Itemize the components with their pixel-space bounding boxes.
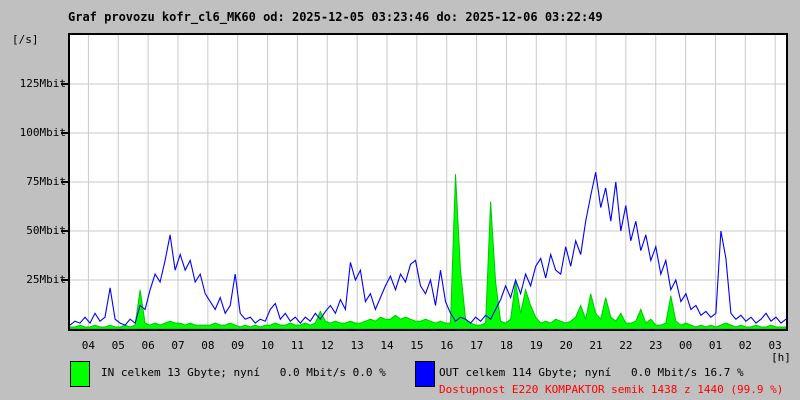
availability-text: Dostupnost E220 KOMPAKTOR semik 1438 z 1… — [439, 383, 784, 396]
x-axis-label: 02 — [738, 339, 752, 352]
traffic-plot — [70, 35, 786, 329]
x-axis-label: 18 — [499, 339, 514, 352]
x-axis-label: 10 — [260, 339, 275, 352]
x-axis-label: 12 — [320, 339, 334, 352]
x-axis-label: 17 — [469, 339, 484, 352]
x-axis-label: 16 — [440, 339, 454, 352]
y-axis-label: 100Mbit — [19, 126, 66, 139]
x-axis-label: 21 — [589, 339, 603, 352]
out-legend-swatch — [415, 361, 435, 387]
x-axis-label: 19 — [529, 339, 543, 352]
x-axis-label: 08 — [201, 339, 215, 352]
x-axis-label: 14 — [380, 339, 394, 352]
y-axis-label: 25Mbit — [26, 273, 66, 286]
x-axis-label: 22 — [619, 339, 633, 352]
y-axis-label: 50Mbit — [26, 224, 66, 237]
x-axis-label: 15 — [410, 339, 424, 352]
graph-title: Graf provozu kofr_cl6_MK60 od: 2025-12-0… — [68, 10, 603, 24]
x-axis-label: 13 — [350, 339, 364, 352]
y-axis-unit: [/s] — [12, 33, 39, 46]
x-axis-label: 09 — [231, 339, 245, 352]
x-axis-unit: [h] — [771, 351, 791, 364]
y-axis-tick — [61, 230, 68, 232]
y-axis-tick — [61, 83, 68, 85]
in-legend-label: IN celkem 13 Gbyte; nyní 0.0 Mbit/s 0.0 … — [101, 366, 386, 379]
y-axis-label: 75Mbit — [26, 175, 66, 188]
out-series-line — [70, 172, 786, 326]
x-axis-label: 06 — [141, 339, 155, 352]
in-series-area — [70, 174, 786, 329]
y-axis-tick — [61, 279, 68, 281]
x-axis-label: 00 — [678, 339, 693, 352]
x-axis-label: 05 — [111, 339, 125, 352]
x-axis-label: 04 — [81, 339, 96, 352]
out-legend-label: OUT celkem 114 Gbyte; nyní 0.0 Mbit/s 16… — [439, 366, 744, 379]
x-axis-label: 20 — [559, 339, 573, 352]
x-axis-label: 07 — [171, 339, 185, 352]
y-axis-label: 125Mbit — [19, 77, 66, 90]
plot-area — [68, 33, 788, 331]
y-axis-tick — [61, 181, 68, 183]
x-axis-label: 11 — [290, 339, 305, 352]
x-axis-label: 01 — [708, 339, 723, 352]
x-axis-label: 23 — [649, 339, 663, 352]
y-axis-tick — [61, 132, 68, 134]
in-legend-swatch — [70, 361, 90, 387]
x-axis-label: 03 — [768, 339, 782, 352]
